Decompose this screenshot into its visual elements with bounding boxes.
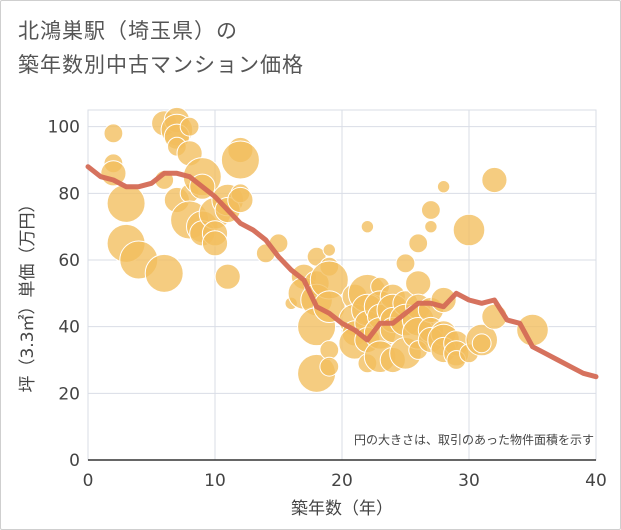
size-legend-note: 円の大きさは、取引のあった物件面積を示す [354, 432, 594, 447]
data-bubble [144, 253, 184, 293]
x-tick-label: 10 [204, 471, 226, 491]
average-price-line [85, 164, 599, 380]
data-bubble [360, 219, 375, 234]
data-bubble [220, 140, 260, 180]
data-bubble [319, 356, 340, 377]
y-tick-label: 60 [58, 251, 80, 271]
data-bubble [214, 263, 241, 290]
data-bubble [452, 213, 486, 247]
data-bubble [481, 166, 508, 194]
data-bubble [319, 340, 340, 360]
data-bubble [313, 290, 346, 323]
bubble-series [100, 106, 549, 393]
y-tick-label: 20 [58, 384, 80, 404]
x-tick-label: 30 [458, 471, 480, 491]
data-bubble [424, 219, 438, 234]
chart-title-line-2: 築年数別中古マンション価格 [18, 53, 304, 77]
data-bubble [322, 243, 336, 257]
data-bubble [227, 186, 254, 214]
data-bubble [395, 253, 416, 274]
data-bubble [201, 230, 229, 257]
y-tick-label: 40 [58, 318, 80, 338]
x-axis-label: 築年数（年） [291, 499, 393, 519]
chart-title-line-1: 北鴻巣駅（埼玉県）の [18, 19, 238, 43]
data-bubble [436, 179, 451, 194]
data-bubble [103, 123, 124, 144]
data-bubble [179, 116, 200, 137]
x-tick-label: 0 [83, 471, 94, 491]
x-tick-label: 20 [331, 471, 353, 491]
data-bubble [408, 233, 429, 254]
y-tick-label: 0 [69, 451, 80, 471]
y-axis-label: 坪（3.3㎡）単価（万円） [18, 195, 38, 392]
data-bubble [471, 333, 492, 354]
tick-labels: 0 10 20 30 40 0 20 40 60 80 100 [48, 118, 607, 491]
data-bubble [405, 270, 432, 297]
chart-title: 北鴻巣駅（埼玉県）の 築年数別中古マンション価格 [18, 14, 304, 82]
y-tick-label: 80 [58, 184, 80, 204]
data-bubble [421, 200, 441, 220]
x-tick-label: 40 [585, 471, 607, 491]
data-bubble [106, 183, 146, 223]
trend-line-series [85, 164, 599, 380]
y-tick-label: 100 [48, 118, 80, 138]
